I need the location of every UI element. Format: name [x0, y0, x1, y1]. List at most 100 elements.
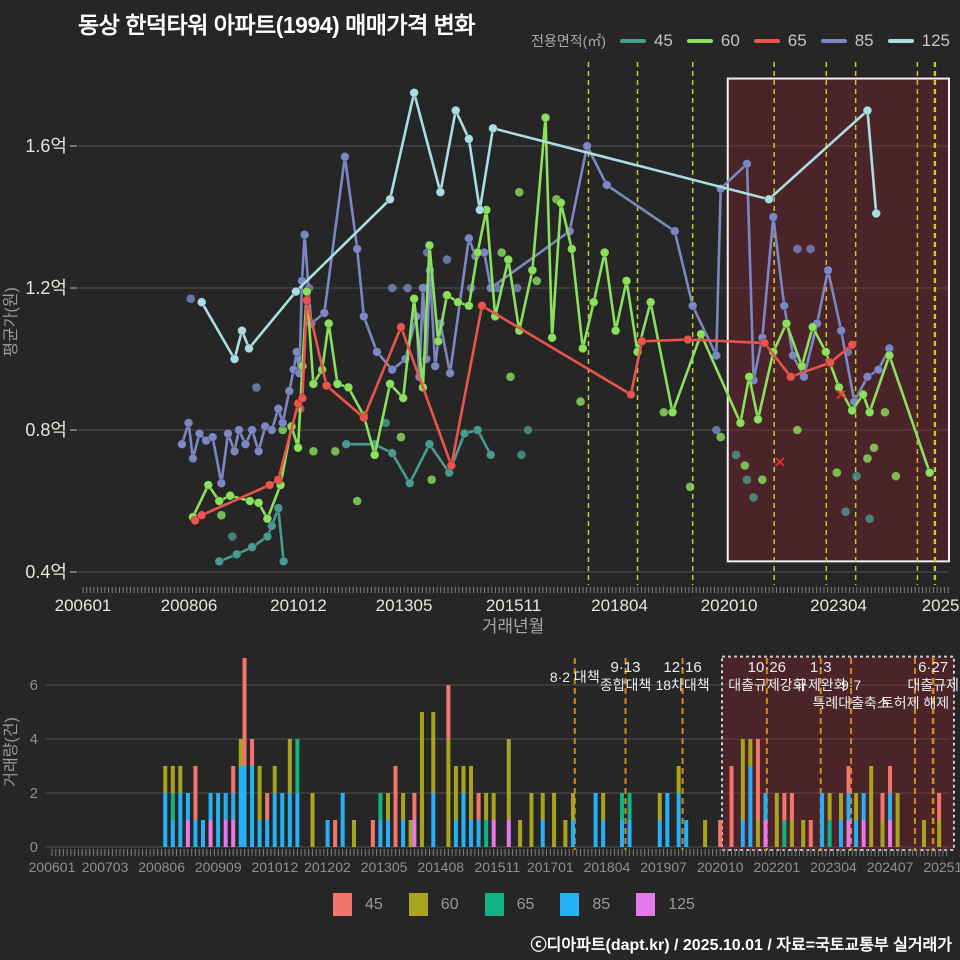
- data-point: [409, 293, 420, 304]
- data-point: [371, 347, 382, 357]
- y-axis-title: 평균가(원): [2, 287, 20, 357]
- data-point: [387, 448, 398, 458]
- data-point: [463, 134, 474, 144]
- x-tick-label: 201012: [252, 859, 299, 875]
- bar-segment-85: [250, 766, 255, 847]
- data-point: [396, 432, 406, 442]
- bar-segment-60: [748, 739, 753, 766]
- data-point: [463, 233, 474, 244]
- policy-annotation: 8·2 대책: [550, 669, 600, 685]
- bar-segment-125: [223, 820, 228, 847]
- data-point: [229, 446, 240, 457]
- data-point: [555, 197, 566, 208]
- x-tick-label: 200601: [55, 596, 112, 615]
- data-point: [262, 513, 273, 524]
- data-point: [244, 496, 255, 506]
- data-point: [214, 556, 225, 567]
- bar-segment-85: [820, 793, 825, 847]
- bar-segment-45: [333, 820, 338, 847]
- x-tick-label: 2025: [922, 596, 960, 615]
- data-point: [540, 112, 551, 123]
- bar-segment-60: [657, 793, 662, 820]
- data-point: [669, 226, 680, 237]
- bar-segment-60: [469, 766, 474, 820]
- data-point: [891, 471, 901, 481]
- data-point: [194, 428, 205, 439]
- x-tick-label: 201907: [640, 859, 687, 875]
- legend-item-60: 60: [686, 31, 740, 51]
- data-point: [832, 468, 842, 477]
- bar-segment-85: [378, 820, 383, 847]
- data-point: [190, 515, 201, 526]
- legend-swatch-icon: [820, 39, 847, 43]
- x-tick-label: 202201: [753, 859, 800, 875]
- data-point: [758, 475, 767, 485]
- bar-segment-85: [476, 820, 481, 847]
- data-point: [277, 418, 288, 428]
- data-point: [216, 478, 227, 489]
- data-point: [319, 307, 330, 318]
- data-point: [352, 244, 363, 254]
- data-point: [472, 425, 483, 435]
- bar-segment-60: [257, 766, 262, 820]
- bar-segment-85: [461, 793, 466, 847]
- data-point: [735, 418, 746, 428]
- legend-item-85: 85: [820, 31, 874, 51]
- bar-segment-85: [469, 820, 474, 847]
- bar-segment-85: [201, 820, 205, 847]
- data-point: [203, 480, 214, 490]
- data-point: [223, 428, 233, 439]
- data-point: [459, 428, 470, 439]
- data-point: [442, 255, 452, 264]
- bar-segment-60: [453, 766, 458, 820]
- data-point: [330, 447, 340, 456]
- bar-segment-85: [401, 820, 406, 847]
- data-point: [445, 368, 455, 379]
- bar-segment-45: [729, 766, 734, 847]
- bar-segment-45: [808, 820, 813, 847]
- data-point: [621, 276, 632, 286]
- data-point: [566, 244, 577, 254]
- legend-item-label: 60: [440, 895, 459, 913]
- bar-segment-60: [601, 793, 606, 820]
- bar-segment-65: [827, 820, 832, 847]
- data-point: [485, 449, 496, 460]
- bar-segment-45: [888, 766, 893, 793]
- data-point: [196, 297, 207, 308]
- bar-segment-60: [446, 739, 451, 847]
- bar-segment-45: [476, 793, 481, 820]
- data-point: [266, 425, 277, 435]
- policy-annotation: 규제완화: [795, 677, 847, 693]
- bar-segment-60: [895, 793, 900, 847]
- data-point: [214, 496, 225, 506]
- cancelled-deal-icon: [775, 457, 785, 467]
- x-tick-label: 202510: [923, 859, 960, 875]
- data-point: [244, 343, 254, 354]
- data-point: [358, 311, 369, 322]
- data-point: [474, 205, 485, 215]
- data-point: [645, 297, 656, 308]
- data-point: [864, 407, 875, 418]
- policy-annotation: 6·27: [918, 659, 948, 676]
- data-point: [463, 300, 474, 311]
- legend-item-label: 125: [668, 895, 695, 913]
- y-tick-label: 6: [30, 677, 38, 694]
- data-point: [262, 531, 273, 542]
- bar-segment-45: [718, 820, 723, 847]
- legend-swatch-icon: [619, 39, 646, 43]
- data-point: [237, 325, 247, 336]
- data-point: [477, 300, 487, 311]
- data-point: [188, 453, 198, 464]
- series-125: [196, 87, 882, 364]
- policy-annotation: 10·26: [748, 659, 786, 676]
- data-point: [247, 425, 257, 435]
- bar-segment-85: [340, 793, 345, 847]
- x-tick-label: 201408: [417, 859, 464, 875]
- bar-segment-85: [740, 820, 745, 847]
- bar-segment-85: [170, 820, 175, 847]
- bar-segment-65: [620, 793, 625, 820]
- bar-segment-45: [789, 793, 794, 820]
- legend-item-label: 65: [787, 31, 807, 50]
- bar-segment-85: [242, 766, 247, 847]
